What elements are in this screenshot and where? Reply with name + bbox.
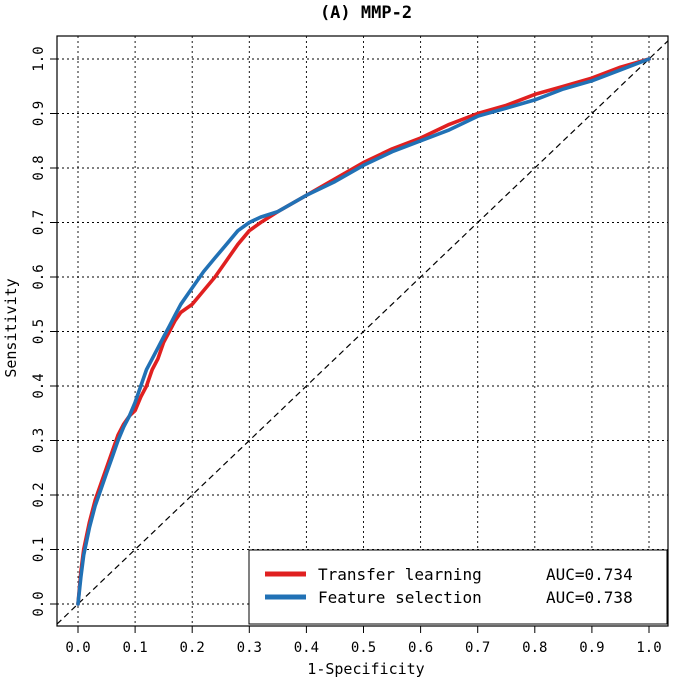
y-tick-label: 0.5: [31, 319, 47, 344]
legend-series-name: Feature selection: [318, 588, 482, 607]
x-axis-ticks: 0.0 0.1 0.2 0.3 0.4 0.5 0.6 0.7 0.8 0.9 1.0: [65, 626, 662, 656]
legend: Transfer learning AUC=0.734 Feature select…: [248, 549, 668, 625]
y-tick-label: 0.3: [31, 428, 47, 453]
x-tick-label: 0.2: [180, 640, 205, 656]
roc-curves: [76, 57, 651, 606]
y-axis-ticks: 0.0 0.1 0.2 0.3 0.4 0.5 0.6 0.7 0.8 0.9 1.0: [31, 46, 57, 617]
grid: [57, 36, 668, 626]
legend-series-name: Transfer learning: [318, 565, 482, 584]
y-tick-label: 0.8: [31, 155, 47, 180]
x-tick-label: 0.3: [237, 640, 262, 656]
x-tick-label: 0.4: [294, 640, 319, 656]
x-axis-label: 1-Specificity: [307, 660, 424, 678]
x-tick-label: 1.0: [636, 640, 661, 656]
y-tick-label: 0.0: [31, 591, 47, 616]
y-tick-label: 0.2: [31, 482, 47, 507]
x-tick-label: 0.6: [408, 640, 433, 656]
x-tick-label: 0.8: [522, 640, 547, 656]
x-tick-label: 0.1: [122, 640, 147, 656]
x-tick-label: 0.7: [465, 640, 490, 656]
y-tick-label: 0.6: [31, 264, 47, 289]
x-tick-label: 0.0: [65, 640, 90, 656]
legend-box: [248, 549, 668, 625]
plot-frame: [56, 35, 669, 627]
legend-auc-value: AUC=0.734: [546, 565, 633, 584]
y-tick-label: 0.4: [31, 373, 47, 398]
roc-curve-feature-selection: [76, 57, 651, 606]
y-axis-label: Sensitivity: [2, 278, 20, 377]
diagonal-reference-line: [56, 40, 669, 625]
y-tick-label: 0.7: [31, 210, 47, 235]
x-tick-label: 0.5: [351, 640, 376, 656]
roc-curve-transfer-learning: [76, 57, 651, 606]
legend-auc-value: AUC=0.738: [546, 588, 633, 607]
y-tick-label: 1.0: [31, 46, 47, 71]
x-tick-label: 0.9: [579, 640, 604, 656]
y-tick-label: 0.1: [31, 537, 47, 562]
chart-title: (A) MMP-2: [320, 3, 412, 23]
y-tick-label: 0.9: [31, 101, 47, 126]
